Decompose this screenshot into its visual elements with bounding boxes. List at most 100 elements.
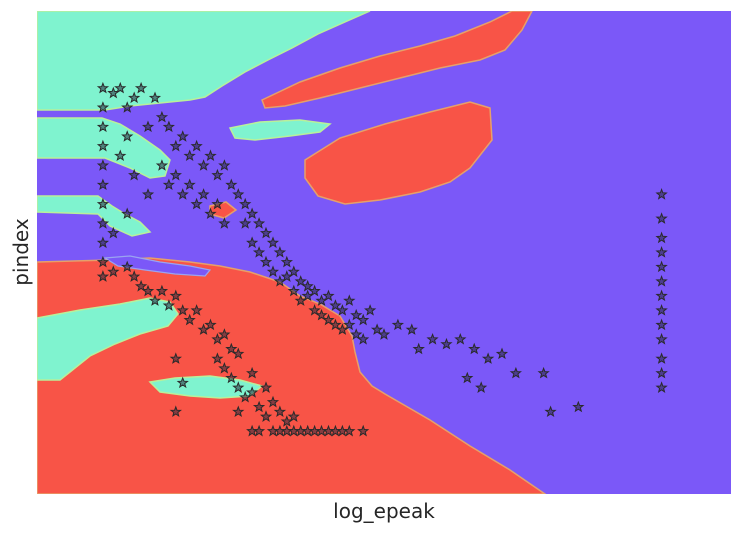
- scatter-point: [211, 352, 224, 364]
- scatter-point: [96, 178, 110, 191]
- scatter-point: [169, 168, 182, 181]
- scatter-point: [280, 270, 293, 282]
- scatter-point: [294, 294, 307, 306]
- scatter-point: [121, 207, 134, 220]
- scatter-point: [377, 328, 391, 340]
- x-axis-label: log_epeak: [333, 499, 435, 523]
- scatter-point: [225, 178, 238, 191]
- scatter-point: [96, 101, 110, 113]
- scatter-point: [322, 313, 335, 326]
- scatter-point: [357, 424, 370, 437]
- scatter-point: [287, 284, 300, 297]
- scatter-point: [273, 405, 287, 418]
- scatter-point: [183, 149, 196, 162]
- scatter-point: [544, 405, 557, 418]
- scatter-point: [287, 265, 300, 278]
- scatter-point: [239, 390, 252, 403]
- scatter-point: [96, 197, 110, 210]
- scatter-point: [148, 294, 162, 306]
- scatter-point: [128, 91, 141, 104]
- scatter-point: [655, 304, 668, 316]
- scatter-point: [655, 366, 668, 379]
- scatter-point: [96, 120, 110, 133]
- scatter-point: [96, 139, 110, 152]
- scatter-point: [308, 284, 321, 297]
- scatter-point: [266, 395, 280, 408]
- scatter-point: [273, 275, 287, 287]
- scatter-points: [96, 81, 668, 437]
- region-class-0-lower-pocket: [103, 255, 212, 277]
- scatter-point: [259, 381, 273, 393]
- scatter-point: [246, 366, 259, 379]
- scatter-point: [315, 308, 328, 321]
- scatter-point: [162, 120, 175, 133]
- scatter-point: [176, 304, 189, 316]
- scatter-point: [370, 323, 384, 335]
- scatter-point: [148, 91, 162, 104]
- scatter-point: [336, 323, 349, 335]
- scatter-point: [225, 342, 238, 355]
- scatter-point: [96, 255, 110, 268]
- scatter-point: [204, 207, 217, 220]
- scatter-point: [655, 231, 668, 244]
- scatter-point: [252, 400, 266, 413]
- scatter-point: [322, 289, 335, 302]
- scatter-point: [169, 352, 182, 364]
- scatter-point: [246, 386, 259, 398]
- scatter-point: [176, 376, 189, 389]
- scatter-point: [121, 101, 134, 113]
- region-class-2-middle-lobe: [304, 101, 493, 205]
- scatter-point: [197, 323, 210, 335]
- scatter-point: [315, 294, 328, 306]
- scatter-point: [114, 81, 127, 94]
- scatter-point: [252, 217, 266, 229]
- scatter-point: [121, 130, 134, 142]
- scatter-point: [259, 410, 273, 422]
- scatter-point: [155, 110, 169, 123]
- scatter-point: [190, 304, 203, 316]
- scatter-point: [183, 313, 196, 326]
- scatter-point: [183, 178, 196, 191]
- scatter-point: [239, 217, 252, 229]
- scatter-point: [509, 366, 522, 379]
- scatter-point: [343, 424, 356, 437]
- scatter-point: [176, 130, 189, 142]
- scatter-point: [96, 81, 110, 94]
- scatter-point: [128, 270, 141, 282]
- scatter-point: [343, 318, 356, 331]
- scatter-point: [96, 236, 110, 249]
- scatter-point: [412, 342, 425, 355]
- scatter-point: [294, 275, 307, 287]
- scatter-point: [655, 212, 668, 224]
- scatter-point: [475, 381, 488, 393]
- scatter-point: [273, 246, 287, 258]
- scatter-point: [655, 260, 668, 273]
- scatter-point: [461, 371, 474, 384]
- scatter-point: [96, 159, 110, 171]
- scatter-point: [280, 415, 293, 427]
- scatter-point: [114, 149, 127, 162]
- scatter-point: [329, 299, 342, 311]
- scatter-point: [454, 332, 467, 345]
- scatter-point: [218, 217, 231, 229]
- scatter-point: [259, 255, 273, 268]
- scatter-point: [495, 347, 509, 360]
- scatter-point: [239, 197, 252, 210]
- scatter-point: [211, 332, 224, 345]
- scatter-point: [107, 86, 120, 99]
- scatter-point: [211, 168, 224, 181]
- scatter-point: [357, 313, 370, 326]
- scatter-point: [336, 304, 349, 316]
- scatter-point: [329, 318, 342, 331]
- scatter-point: [252, 424, 266, 437]
- region-class-1-spike: [228, 119, 332, 141]
- scatter-point: [134, 279, 148, 292]
- scatter-point: [96, 270, 110, 282]
- scatter-point: [218, 361, 231, 374]
- scatter-point: [204, 149, 217, 162]
- scatter-point: [280, 255, 293, 268]
- scatter-point: [655, 318, 668, 331]
- scatter-point: [155, 284, 169, 297]
- scatter-point: [190, 139, 203, 152]
